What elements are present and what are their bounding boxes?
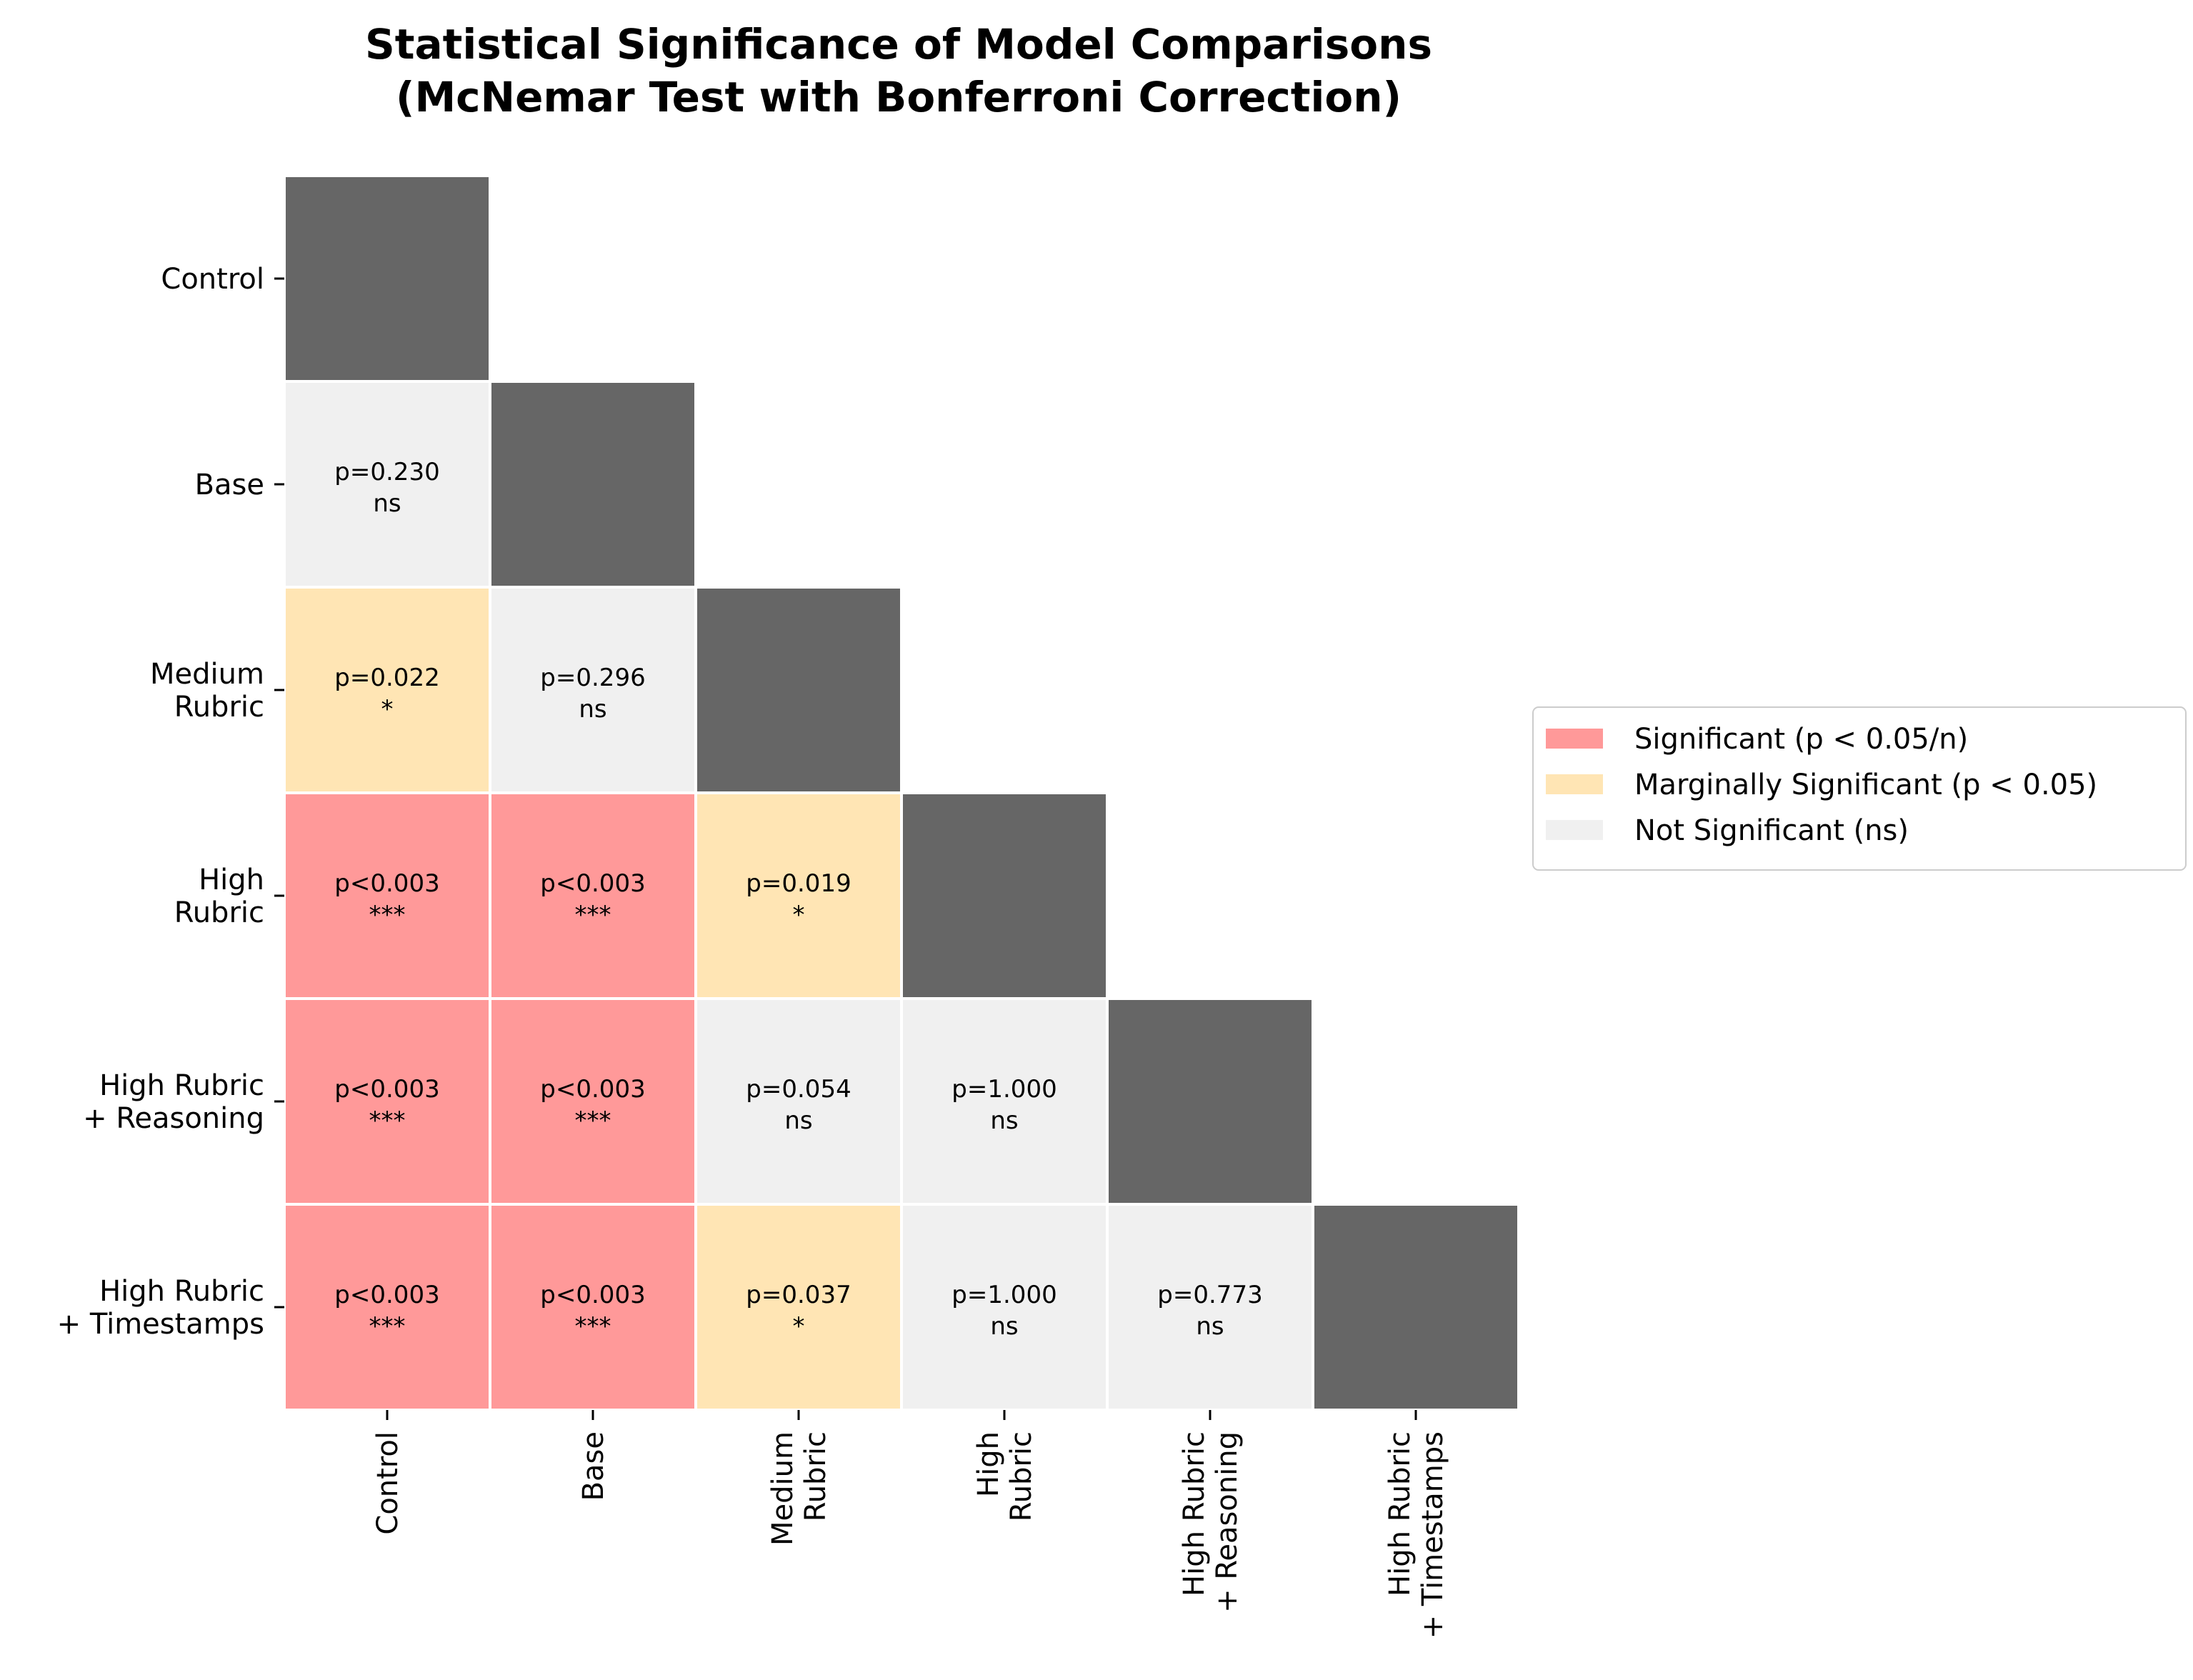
y-tick-label: High Rubric <box>99 1275 264 1308</box>
cell-significance: ns <box>784 1106 812 1135</box>
cell-significance: *** <box>575 901 611 929</box>
x-tick-label: High Rubric <box>1178 1431 1211 1596</box>
legend-swatch <box>1546 729 1603 749</box>
cell-p-value: p<0.003 <box>334 1075 439 1104</box>
y-tick-label: High Rubric <box>99 1069 264 1102</box>
heatmap-cell <box>283 586 491 794</box>
cell-p-value: p=0.019 <box>746 869 851 898</box>
cell-p-value: p=0.773 <box>1157 1281 1262 1309</box>
legend-label: Not Significant (ns) <box>1634 814 1909 847</box>
heatmap-cell <box>283 380 491 589</box>
diagonal-cell <box>694 586 903 794</box>
cell-significance: * <box>793 1312 805 1341</box>
y-tick-label: Control <box>161 263 264 296</box>
cell-p-value: p=0.296 <box>540 664 645 692</box>
y-tick-label: Medium <box>150 658 264 691</box>
diagonal-cell <box>489 380 697 589</box>
cell-significance: * <box>381 695 394 724</box>
cell-p-value: p<0.003 <box>540 1075 645 1104</box>
cell-significance: ns <box>373 489 401 518</box>
heatmap-cell <box>489 586 697 794</box>
cell-p-value: p<0.003 <box>334 869 439 898</box>
x-tick-label: Control <box>371 1431 404 1535</box>
legend-label: Significant (p < 0.05/n) <box>1634 723 1968 756</box>
cell-p-value: p=1.000 <box>951 1281 1056 1309</box>
heatmap-cell <box>1106 1203 1314 1411</box>
cell-significance: * <box>793 901 805 929</box>
y-tick-label: High <box>199 864 264 896</box>
y-tick-label: Rubric <box>174 896 264 929</box>
cell-significance: ns <box>990 1106 1018 1135</box>
cell-significance: *** <box>369 901 406 929</box>
x-tick-label: + Timestamps <box>1417 1431 1449 1639</box>
legend: Significant (p < 0.05/n) Marginally Signi… <box>1532 706 2187 871</box>
diagonal-cell <box>1106 997 1314 1206</box>
cell-p-value: p=1.000 <box>951 1075 1056 1104</box>
heatmap-cell <box>694 791 903 1000</box>
x-axis: Control Base Medium Rubric High Rubric High Ru… <box>371 1410 1449 1639</box>
legend-label: Marginally Significant (p < 0.05) <box>1634 769 2097 801</box>
cell-significance: ns <box>990 1312 1018 1341</box>
cell-p-value: p<0.003 <box>334 1281 439 1309</box>
diagonal-cell <box>900 791 1109 1000</box>
x-tick-label: High Rubric <box>1384 1431 1417 1596</box>
cell-p-value: p=0.037 <box>746 1281 851 1309</box>
x-tick-label: Rubric <box>799 1431 832 1521</box>
legend-swatch <box>1546 820 1603 840</box>
x-tick-label: Rubric <box>1005 1431 1038 1521</box>
cell-p-value: p=0.022 <box>334 664 439 692</box>
y-tick-label: + Reasoning <box>83 1102 264 1135</box>
legend-swatch <box>1546 774 1603 794</box>
heatmap-cell <box>900 1203 1109 1411</box>
heatmap-cell <box>900 997 1109 1206</box>
cell-significance: ns <box>579 695 606 724</box>
heatmap-cell <box>489 997 697 1206</box>
heatmap-cells: p=0.230nsp=0.022*p=0.296nsp<0.003***p<0.… <box>283 174 1520 1411</box>
cell-p-value: p<0.003 <box>540 869 645 898</box>
cell-significance: *** <box>369 1106 406 1135</box>
x-tick-label: Base <box>577 1431 610 1501</box>
diagonal-cell <box>1312 1203 1520 1411</box>
x-tick-label: + Reasoning <box>1211 1431 1244 1613</box>
x-tick-label: Medium <box>766 1431 799 1546</box>
cell-significance: *** <box>369 1312 406 1341</box>
cell-significance: *** <box>575 1106 611 1135</box>
cell-p-value: p=0.230 <box>334 458 439 486</box>
heatmap-cell <box>283 791 491 1000</box>
y-tick-label: + Timestamps <box>57 1308 264 1341</box>
chart-title: Statistical Significance of Model Compar… <box>365 20 1432 69</box>
cell-significance: ns <box>1196 1312 1224 1341</box>
chart-subtitle: (McNemar Test with Bonferroni Correction… <box>396 73 1402 121</box>
cell-p-value: p<0.003 <box>540 1281 645 1309</box>
cell-p-value: p=0.054 <box>746 1075 851 1104</box>
x-tick-label: High <box>972 1431 1005 1497</box>
legend-box <box>1532 706 2187 871</box>
heatmap-cell <box>489 1203 697 1411</box>
y-tick-label: Base <box>195 469 264 501</box>
y-tick-label: Rubric <box>174 691 264 724</box>
diagonal-cell <box>283 174 491 383</box>
cell-significance: *** <box>575 1312 611 1341</box>
